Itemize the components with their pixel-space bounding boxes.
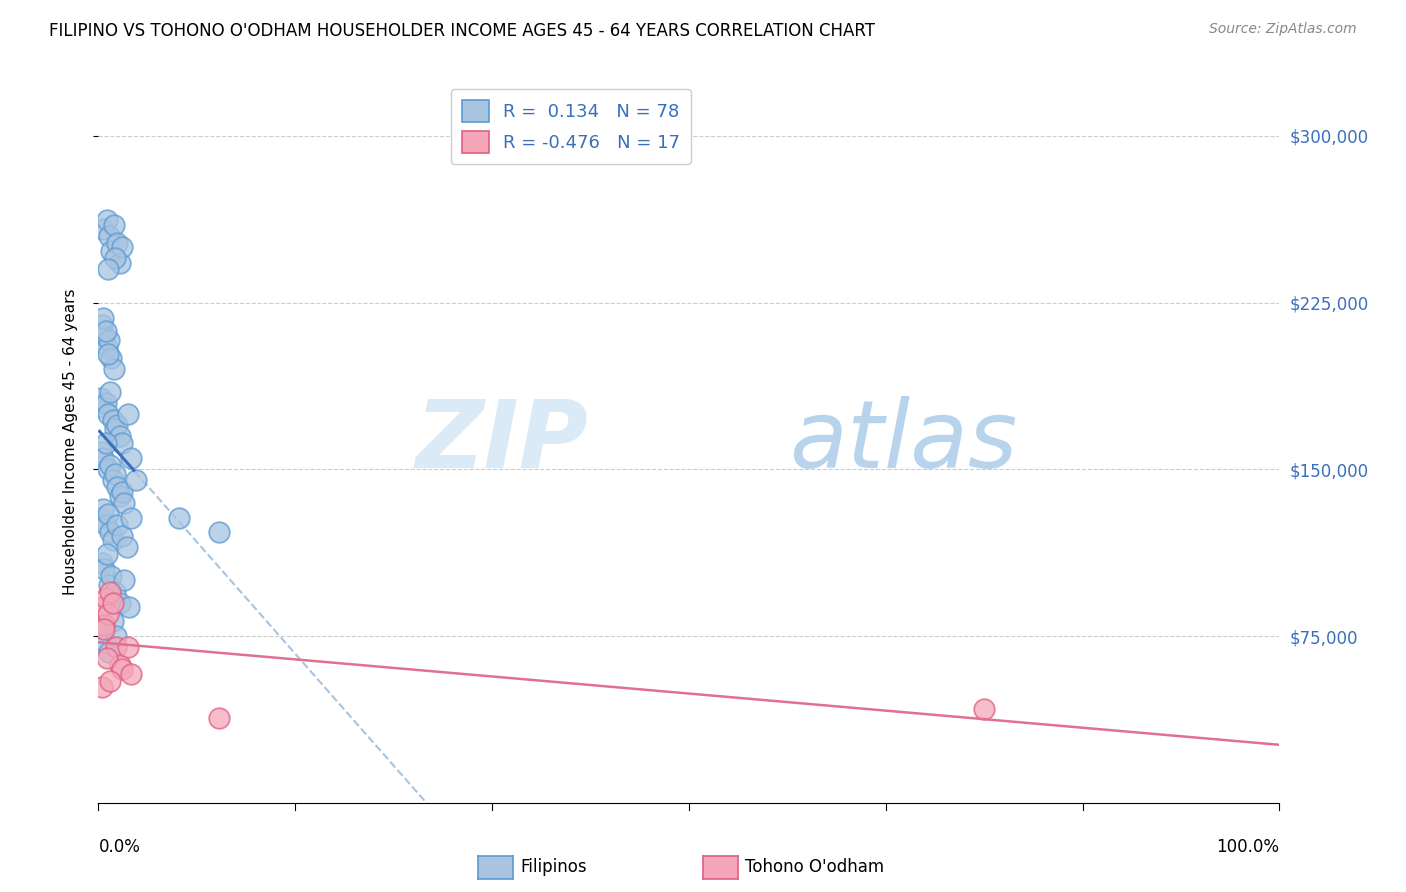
Point xyxy=(94,591,117,606)
Text: 100.0%: 100.0% xyxy=(1216,838,1279,856)
Point xyxy=(97,607,120,621)
Point xyxy=(98,228,121,243)
Point xyxy=(94,325,117,339)
Point xyxy=(91,222,114,236)
Point xyxy=(111,662,134,676)
Point xyxy=(98,578,121,592)
Point xyxy=(108,657,131,672)
Point xyxy=(108,255,131,269)
Point xyxy=(121,666,143,681)
Point xyxy=(104,584,127,599)
Point xyxy=(105,480,128,494)
Point xyxy=(93,329,115,343)
Point xyxy=(94,636,117,650)
Point xyxy=(112,574,135,588)
Point xyxy=(103,218,125,232)
Point xyxy=(90,444,112,458)
Point xyxy=(108,596,131,610)
Point xyxy=(94,517,117,532)
Point xyxy=(91,400,114,414)
Point xyxy=(121,451,143,466)
Point xyxy=(93,618,115,632)
Point xyxy=(94,395,117,409)
Point xyxy=(98,645,121,659)
Point xyxy=(101,533,124,548)
Text: Source: ZipAtlas.com: Source: ZipAtlas.com xyxy=(1209,22,1357,37)
Text: Tohono O'odham: Tohono O'odham xyxy=(745,858,884,877)
Point xyxy=(96,213,118,227)
Point xyxy=(105,629,128,643)
Point xyxy=(101,614,124,628)
Point xyxy=(117,407,139,421)
Point xyxy=(973,702,995,716)
Point xyxy=(98,458,121,472)
Point xyxy=(101,596,124,610)
Point xyxy=(118,600,141,615)
Point xyxy=(97,262,120,277)
Point xyxy=(98,673,121,688)
Point xyxy=(117,640,139,655)
Point xyxy=(167,511,190,525)
Point xyxy=(98,524,121,539)
Point xyxy=(104,251,127,265)
Point xyxy=(111,240,134,254)
Point xyxy=(91,600,114,615)
Point xyxy=(93,623,115,637)
Point xyxy=(208,524,231,539)
Point xyxy=(91,318,114,332)
Point xyxy=(91,623,114,637)
Text: Filipinos: Filipinos xyxy=(520,858,586,877)
Point xyxy=(112,496,135,510)
Point xyxy=(111,484,134,499)
Point xyxy=(103,362,125,376)
Point xyxy=(91,556,114,570)
Point xyxy=(105,417,128,432)
Point xyxy=(121,511,143,525)
Point xyxy=(96,547,118,561)
Point xyxy=(96,651,118,665)
Point xyxy=(93,562,115,576)
Text: FILIPINO VS TOHONO O'ODHAM HOUSEHOLDER INCOME AGES 45 - 64 YEARS CORRELATION CHA: FILIPINO VS TOHONO O'ODHAM HOUSEHOLDER I… xyxy=(49,22,875,40)
Point xyxy=(97,407,120,421)
Point xyxy=(101,474,124,488)
Point xyxy=(97,462,120,476)
Point xyxy=(90,391,112,405)
Point xyxy=(90,511,112,525)
Point xyxy=(111,529,134,543)
Text: 0.0%: 0.0% xyxy=(98,838,141,856)
Point xyxy=(98,384,121,399)
Point xyxy=(105,517,128,532)
Point xyxy=(100,244,122,259)
Point xyxy=(105,235,128,250)
Point xyxy=(100,351,122,366)
Point xyxy=(108,489,131,503)
Point xyxy=(97,347,120,361)
Y-axis label: Householder Income Ages 45 - 64 years: Householder Income Ages 45 - 64 years xyxy=(63,288,77,595)
Point xyxy=(91,502,114,516)
Point xyxy=(108,429,131,443)
Point xyxy=(115,540,138,554)
Point xyxy=(125,474,148,488)
Point xyxy=(104,422,127,436)
Legend: R =  0.134   N = 78, R = -0.476   N = 17: R = 0.134 N = 78, R = -0.476 N = 17 xyxy=(451,89,690,164)
Point xyxy=(91,451,114,466)
Point xyxy=(96,340,118,354)
Text: atlas: atlas xyxy=(789,396,1018,487)
Point xyxy=(101,413,124,427)
Point xyxy=(97,507,120,521)
Point xyxy=(91,680,114,694)
Point xyxy=(104,467,127,481)
Point xyxy=(111,435,134,450)
Point xyxy=(91,311,114,326)
Point xyxy=(94,435,117,450)
Point xyxy=(98,584,121,599)
Point xyxy=(98,334,121,348)
Point xyxy=(100,569,122,583)
Point xyxy=(208,711,231,725)
Point xyxy=(105,640,128,655)
Text: ZIP: ZIP xyxy=(416,395,589,488)
